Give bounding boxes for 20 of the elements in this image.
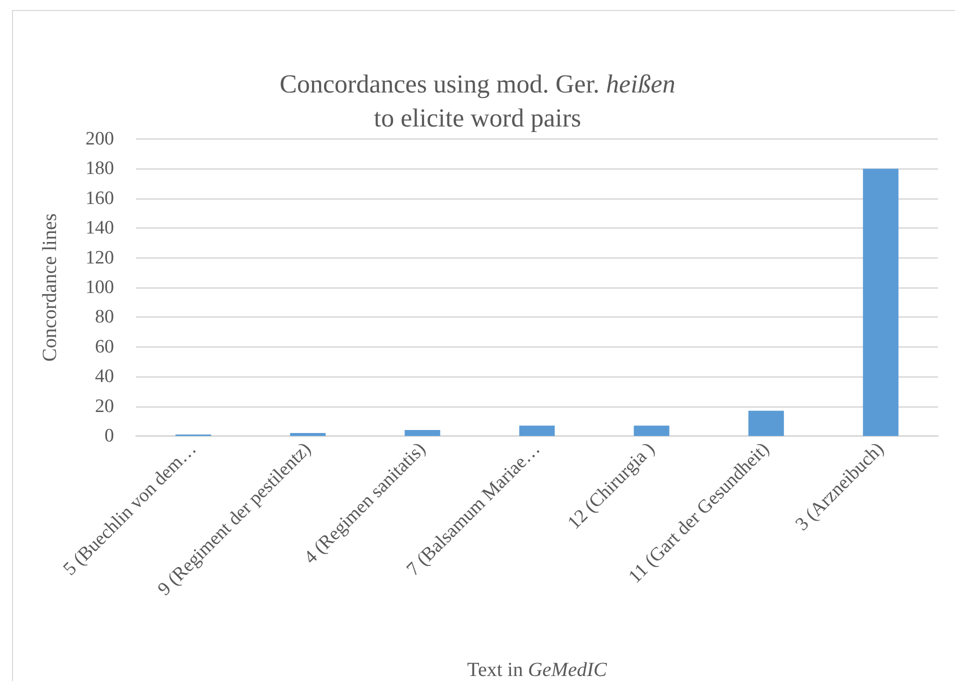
- y-tick-label: 100: [86, 277, 114, 298]
- chart-title: Concordances using mod. Ger. heißen to elicite word pairs: [280, 70, 676, 132]
- y-tick-label: 40: [95, 366, 114, 388]
- bar: [290, 433, 326, 436]
- y-tick-label: 20: [95, 396, 114, 417]
- y-axis-title: Concordance lines: [39, 213, 61, 362]
- y-tick-label: 180: [86, 158, 114, 180]
- bar: [634, 426, 670, 436]
- bar: [404, 430, 440, 436]
- y-tick-label: 80: [95, 306, 114, 328]
- bar: [519, 426, 555, 436]
- x-axis-title: Text in GeMedIC: [467, 659, 608, 681]
- bar: [748, 410, 784, 436]
- y-tick-label: 120: [86, 247, 114, 268]
- bar: [862, 168, 898, 436]
- y-tick-label: 140: [86, 218, 114, 239]
- y-tick-label: 200: [86, 128, 114, 150]
- y-tick-label: 60: [95, 336, 114, 358]
- y-tick-label: 160: [86, 188, 114, 209]
- y-tick-label: 0: [104, 426, 114, 446]
